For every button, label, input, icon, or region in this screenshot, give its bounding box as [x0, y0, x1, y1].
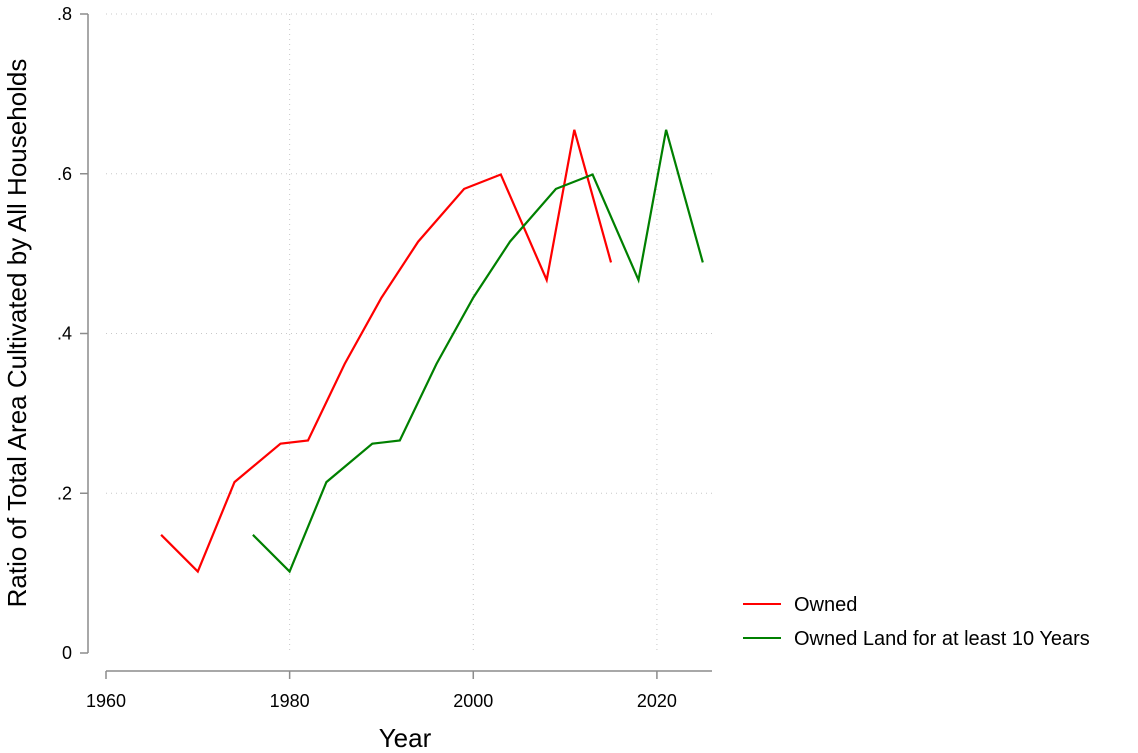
x-tick-label: 2000	[453, 691, 493, 711]
x-tick-label: 2020	[637, 691, 677, 711]
y-tick-label: .2	[57, 483, 72, 503]
x-tick-label: 1960	[86, 691, 126, 711]
series-line-0	[160, 129, 613, 574]
x-tick-label: 1980	[270, 691, 310, 711]
legend-label-owned-10-years: Owned Land for at least 10 Years	[794, 628, 1090, 650]
y-tick-label: 0	[62, 643, 72, 663]
data-series	[160, 129, 704, 574]
y-tick-label: .8	[57, 4, 72, 24]
y-axis-title: Ratio of Total Area Cultivated by All Ho…	[2, 59, 32, 608]
legend-label-owned: Owned	[794, 594, 857, 616]
y-tick-label: .4	[57, 324, 72, 344]
x-axis-title: Year	[379, 723, 432, 753]
axes: 0 .2 .4 .6 .8 1960 1980 2000 2020	[57, 4, 712, 711]
grid-lines	[106, 13, 712, 653]
y-tick-label: .6	[57, 164, 72, 184]
legend: Owned Owned Land for at least 10 Years	[743, 594, 1090, 650]
series-line-1	[252, 129, 704, 574]
